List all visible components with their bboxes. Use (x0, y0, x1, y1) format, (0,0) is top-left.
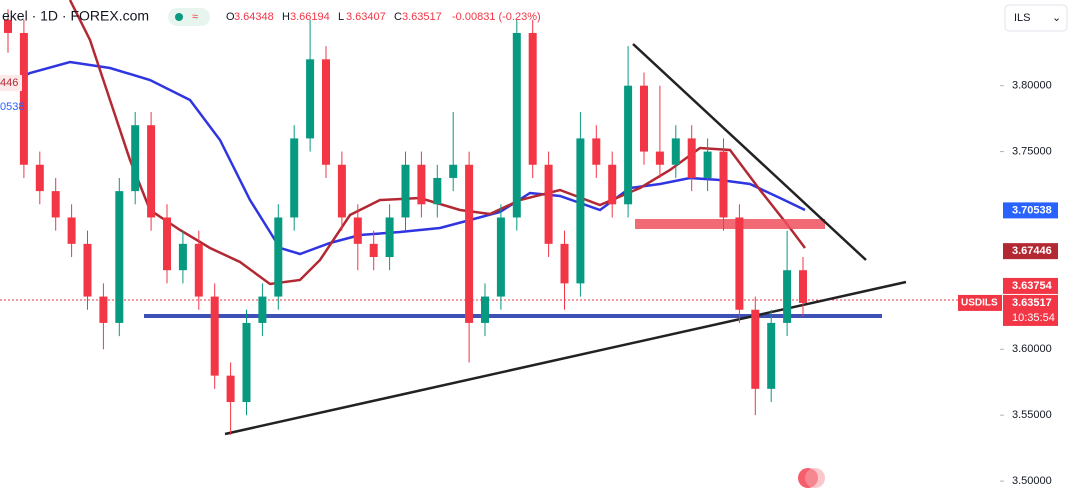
candle-body (178, 243, 187, 271)
candles (4, 9, 807, 435)
candle-body (576, 138, 585, 284)
status-pill (168, 8, 210, 26)
ohlc-change: -0.00831 (-0.23%) (452, 11, 541, 23)
candle-body (353, 217, 362, 244)
candle-body (655, 151, 664, 165)
price-label-bg (1003, 277, 1058, 294)
left-label-bg (0, 75, 22, 91)
candle-body (544, 164, 553, 244)
left-label: 0538 (0, 101, 24, 113)
candle-body (799, 270, 807, 303)
currency: ILS (1014, 12, 1031, 24)
y-tick-label: 3.50000 (1012, 475, 1052, 487)
ohlc-value: 3.64348 (234, 11, 274, 23)
candle-body (337, 164, 346, 218)
price-label: 3.63754 (1012, 280, 1053, 292)
ohlc-key: C (394, 11, 402, 23)
candle-body (385, 217, 394, 258)
candle-body (322, 59, 330, 165)
candle-body (512, 32, 521, 218)
candle-body (783, 270, 792, 323)
candle-body (719, 151, 728, 218)
price-label-bg (1003, 202, 1058, 219)
trendline-up (224, 280, 907, 436)
candle-body (67, 217, 76, 244)
resistance-zone (635, 219, 825, 229)
currency-select[interactable] (1004, 4, 1068, 32)
ohlc-key: L (338, 11, 344, 23)
candle-body (4, 19, 12, 33)
candle-body (751, 309, 760, 389)
y-tick-label: 3.60000 (1012, 343, 1052, 355)
price-label: 3.67446 (1012, 245, 1052, 257)
candle-body (51, 191, 60, 218)
candle-body (163, 217, 171, 271)
candle-body (449, 164, 458, 178)
candle-body (35, 164, 44, 192)
candle-body (147, 125, 156, 218)
candle-body (608, 164, 617, 205)
candle-body (433, 177, 442, 205)
y-tick-label: 3.80000 (1012, 80, 1052, 92)
price-axis: 3.50000 3.55000 3.60000 3.75000 3.80000 3.705… (958, 80, 1058, 487)
candle-body (496, 217, 505, 297)
candle-body (369, 243, 378, 258)
candle-body (242, 322, 251, 403)
candle-body (624, 85, 633, 205)
candle-body (735, 217, 744, 310)
status-icon: ≈ (192, 11, 198, 23)
candle-body (592, 138, 601, 165)
ohlc-value: 3.63407 (346, 11, 386, 23)
ohlc-key: H (282, 11, 290, 23)
price-label: 3.70538 (1012, 204, 1052, 216)
price-label-bg (1003, 243, 1058, 260)
current-price: 3.63517 (1012, 297, 1052, 309)
candle-body (528, 32, 537, 165)
candle-body (703, 151, 712, 178)
candle-body (687, 138, 696, 178)
candle-body (115, 191, 124, 323)
ma-blue (0, 60, 806, 256)
current-price-bg (1003, 294, 1058, 326)
countdown: 10:35:54 (1012, 312, 1055, 324)
candle-body (401, 164, 410, 218)
trendline-down (632, 43, 867, 261)
left-label: 446 (0, 77, 18, 89)
candle-body (560, 243, 569, 284)
candle-body (290, 138, 299, 218)
current-symbol-bg (958, 294, 1002, 311)
candle-body (210, 296, 219, 376)
candle-body (465, 164, 474, 323)
candle-body (99, 296, 108, 323)
ohlc-value: 3.66194 (290, 11, 330, 23)
candle-body (306, 59, 315, 139)
candle-body (131, 125, 140, 192)
candle-body (417, 164, 426, 205)
y-tick-label: 3.75000 (1012, 145, 1052, 157)
ohlc-value: 3.63517 (402, 11, 442, 23)
candle-body (194, 243, 203, 297)
candle-body (83, 243, 92, 297)
event-icon[interactable] (805, 468, 825, 488)
ohlc: O 3.64348 H 3.66194 L 3.63407 C 3.63517 -0.00831… (226, 11, 541, 23)
candle-body (640, 85, 648, 152)
candle-body (274, 217, 283, 297)
candle-body (258, 296, 267, 323)
ohlc-key: O (226, 11, 235, 23)
candle-body (671, 138, 680, 165)
candle-body (767, 322, 776, 389)
candle-body (481, 296, 489, 323)
symbol-title: ekel · 1D · FOREX.com (2, 8, 149, 24)
current-symbol: USDILS (961, 298, 998, 309)
candle-body (226, 375, 235, 403)
dropdown-arrow: ⌄ (1052, 12, 1061, 24)
candle-body (19, 32, 28, 165)
y-tick-label: 3.55000 (1012, 409, 1052, 421)
status-dot (175, 13, 183, 21)
